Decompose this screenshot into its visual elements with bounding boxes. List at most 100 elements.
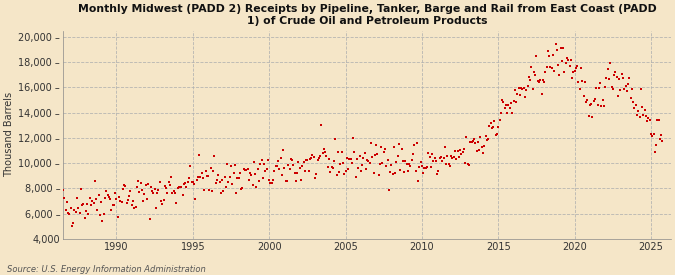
Point (601, 75, 612, 80)
Point (307, 153, 318, 158)
Point (254, 179, 265, 184)
Point (467, 139, 478, 143)
Point (191, 178, 202, 182)
Point (311, 172, 322, 176)
Point (119, 182, 130, 187)
Point (78, 202, 88, 206)
Point (173, 185, 184, 189)
Point (256, 158, 267, 163)
Point (445, 164, 456, 168)
Point (303, 169, 314, 173)
Point (642, 119, 653, 123)
Point (655, 137, 666, 141)
Point (56, 205, 67, 209)
Point (292, 170, 302, 175)
Point (86, 203, 97, 207)
Point (267, 181, 277, 185)
Point (281, 178, 292, 183)
Point (339, 172, 350, 176)
Point (414, 165, 425, 169)
Point (632, 112, 643, 117)
Point (323, 156, 334, 161)
Point (101, 189, 111, 194)
Point (475, 134, 486, 139)
Point (207, 189, 217, 193)
Point (244, 171, 255, 175)
Point (73, 206, 84, 211)
Point (612, 75, 622, 79)
Point (92, 208, 103, 212)
Point (340, 169, 351, 174)
Point (274, 167, 285, 172)
Point (322, 164, 333, 169)
Point (133, 178, 144, 183)
Point (402, 169, 413, 173)
Point (188, 180, 198, 184)
Point (480, 134, 491, 138)
Point (99, 211, 109, 216)
Point (602, 67, 613, 71)
Point (567, 76, 578, 80)
Point (470, 141, 481, 145)
Point (652, 118, 663, 123)
Point (211, 181, 221, 185)
Point (100, 196, 111, 200)
Point (77, 203, 88, 207)
Point (344, 157, 355, 161)
Point (500, 106, 510, 111)
Point (387, 172, 398, 176)
Point (165, 183, 176, 187)
Point (527, 87, 538, 91)
Point (600, 85, 611, 90)
Point (128, 199, 138, 204)
Point (278, 147, 289, 152)
Point (96, 200, 107, 205)
Point (546, 65, 557, 70)
Point (367, 154, 377, 159)
Point (375, 162, 385, 166)
Point (189, 182, 200, 186)
Title: Monthly Midwest (PADD 2) Receipts by Pipeline, Tanker, Barge and Rail from East : Monthly Midwest (PADD 2) Receipts by Pip… (78, 4, 656, 26)
Point (122, 197, 133, 202)
Point (222, 161, 233, 166)
Point (110, 190, 121, 195)
Point (167, 191, 178, 195)
Point (171, 201, 182, 205)
Point (84, 196, 95, 201)
Point (369, 153, 380, 157)
Point (610, 70, 621, 74)
Point (535, 78, 545, 82)
Point (358, 156, 369, 160)
Point (596, 104, 607, 108)
Point (176, 185, 187, 189)
Point (300, 158, 311, 162)
Point (517, 87, 528, 91)
Point (166, 175, 177, 180)
Point (304, 156, 315, 161)
Point (606, 85, 617, 90)
Point (434, 156, 445, 160)
Point (622, 82, 633, 86)
Point (89, 179, 100, 184)
Point (153, 188, 164, 192)
Point (568, 70, 578, 74)
Point (619, 87, 630, 92)
Point (360, 167, 371, 171)
Point (290, 178, 301, 183)
Point (125, 189, 136, 194)
Point (442, 153, 453, 158)
Point (428, 158, 439, 163)
Point (205, 166, 216, 170)
Point (327, 166, 338, 170)
Point (450, 148, 460, 153)
Point (389, 170, 400, 175)
Point (325, 170, 335, 175)
Point (533, 79, 543, 83)
Point (556, 59, 567, 63)
Point (491, 132, 502, 136)
Point (331, 173, 342, 177)
Point (639, 108, 650, 112)
Point (317, 151, 328, 156)
Point (655, 133, 666, 137)
Point (411, 141, 422, 145)
